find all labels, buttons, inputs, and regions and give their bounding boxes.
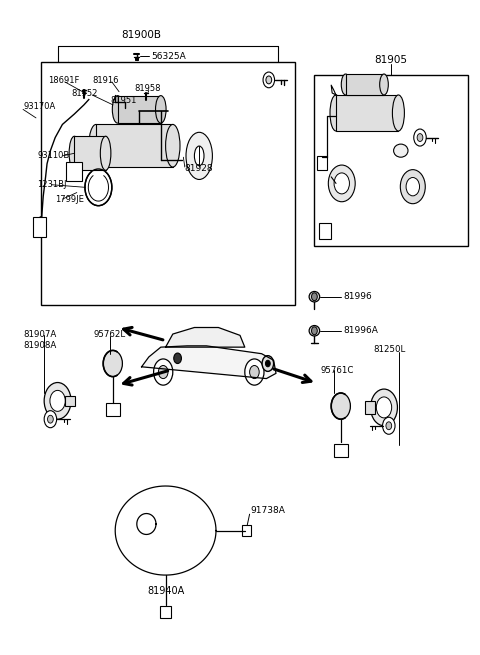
Circle shape [334, 173, 349, 194]
Circle shape [103, 350, 122, 377]
Circle shape [417, 134, 423, 141]
Bar [106, 403, 120, 416]
Bar [118, 96, 161, 123]
Ellipse shape [380, 74, 388, 95]
Circle shape [383, 417, 395, 434]
Bar [41, 62, 295, 305]
Circle shape [312, 327, 317, 335]
Bar [314, 75, 468, 246]
Text: 95762L: 95762L [94, 329, 126, 339]
Ellipse shape [186, 132, 212, 179]
Text: 81916: 81916 [92, 76, 119, 85]
Ellipse shape [341, 74, 350, 95]
Circle shape [158, 365, 168, 379]
Circle shape [265, 360, 270, 367]
Circle shape [312, 293, 317, 301]
Text: 93170A: 93170A [23, 102, 55, 111]
Circle shape [400, 170, 425, 204]
Circle shape [376, 397, 392, 418]
Bar [66, 162, 82, 181]
Circle shape [250, 365, 259, 379]
Text: 1799JE: 1799JE [55, 195, 84, 204]
Bar [74, 136, 106, 170]
Text: 81905: 81905 [375, 55, 408, 66]
Text: 95761C: 95761C [321, 365, 354, 375]
Bar [160, 606, 171, 618]
Text: 81952: 81952 [71, 89, 97, 98]
Text: 81900B: 81900B [121, 30, 162, 41]
Ellipse shape [100, 136, 111, 170]
Text: 81958: 81958 [134, 84, 161, 93]
Circle shape [371, 389, 397, 426]
Bar [319, 223, 331, 239]
Ellipse shape [394, 144, 408, 157]
Text: 81250L: 81250L [373, 345, 406, 354]
Circle shape [331, 393, 350, 419]
Circle shape [174, 353, 181, 364]
Bar [334, 444, 348, 457]
Ellipse shape [156, 96, 166, 123]
Bar [365, 401, 375, 414]
Text: 81928: 81928 [185, 164, 214, 174]
Ellipse shape [112, 96, 123, 123]
Circle shape [263, 72, 275, 88]
Bar [65, 396, 75, 406]
Circle shape [386, 422, 392, 430]
Text: 81996: 81996 [343, 292, 372, 301]
Polygon shape [142, 346, 276, 379]
Circle shape [262, 356, 274, 371]
Bar [33, 217, 46, 237]
Bar [242, 525, 251, 536]
Text: 91738A: 91738A [251, 506, 286, 515]
Text: 1231BJ: 1231BJ [37, 180, 67, 189]
Circle shape [44, 383, 71, 419]
Bar [346, 74, 384, 95]
Bar [336, 95, 398, 131]
Circle shape [245, 359, 264, 385]
Circle shape [266, 76, 272, 84]
Text: 81908A: 81908A [23, 341, 56, 350]
Circle shape [48, 415, 53, 423]
Ellipse shape [166, 124, 180, 167]
Text: 93110B: 93110B [37, 151, 70, 160]
Circle shape [406, 178, 420, 196]
Bar [317, 156, 327, 170]
Bar [135, 57, 138, 60]
Ellipse shape [309, 326, 320, 336]
Circle shape [414, 129, 426, 146]
Circle shape [44, 411, 57, 428]
Circle shape [328, 165, 355, 202]
Text: 81996A: 81996A [343, 326, 378, 335]
Text: 18691F: 18691F [48, 76, 79, 85]
Ellipse shape [309, 291, 320, 302]
Ellipse shape [330, 95, 342, 131]
Ellipse shape [194, 146, 204, 166]
Ellipse shape [69, 136, 80, 170]
Text: 56325A: 56325A [151, 52, 186, 61]
Text: 81940A: 81940A [147, 586, 184, 597]
Circle shape [154, 359, 173, 385]
Bar [96, 124, 173, 167]
Polygon shape [166, 328, 245, 347]
Text: 81951: 81951 [110, 96, 137, 105]
Ellipse shape [89, 124, 103, 167]
Ellipse shape [392, 95, 404, 131]
Circle shape [50, 390, 65, 411]
Text: 81907A: 81907A [23, 329, 56, 339]
